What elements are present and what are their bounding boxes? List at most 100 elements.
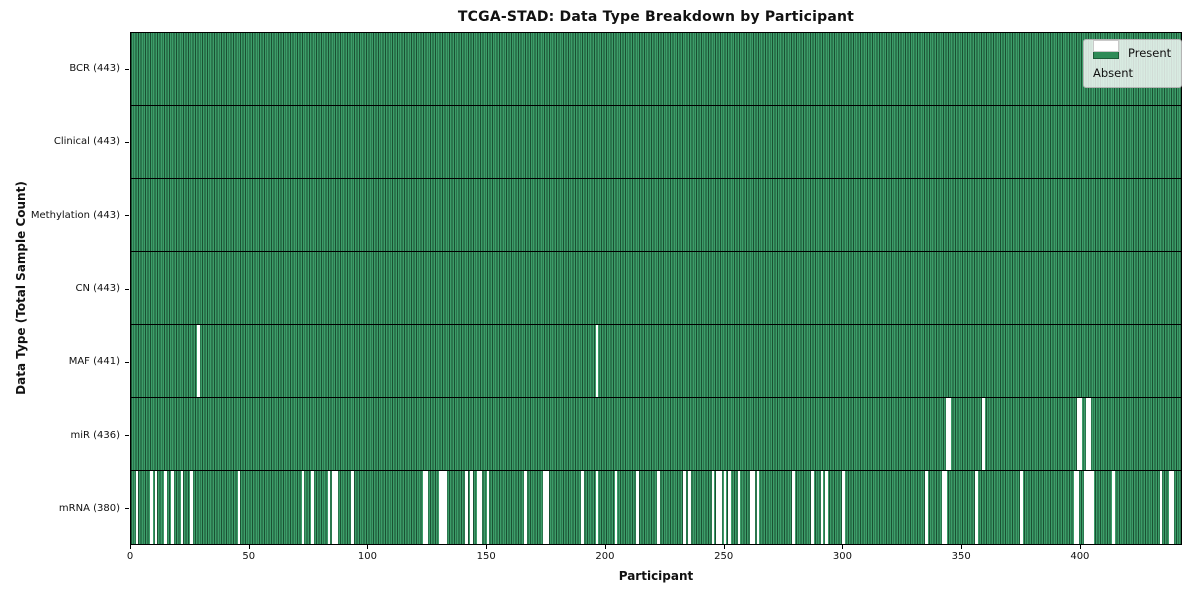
absent-marker bbox=[327, 471, 331, 544]
absent-marker bbox=[635, 471, 639, 544]
plot-area bbox=[130, 32, 1182, 545]
legend-present-label: Present bbox=[1128, 46, 1172, 60]
x-tick-label: 350 bbox=[951, 551, 971, 562]
absent-marker bbox=[465, 471, 468, 544]
heatmap-row-maf bbox=[131, 325, 1181, 398]
absent-marker bbox=[981, 398, 985, 470]
absent-marker bbox=[974, 471, 978, 544]
absent-marker bbox=[811, 471, 814, 544]
heatmap-row-methylation bbox=[131, 179, 1181, 252]
absent-marker bbox=[825, 471, 829, 544]
absent-marker bbox=[237, 471, 241, 544]
heatmap-row-mrna bbox=[131, 471, 1181, 544]
absent-marker bbox=[334, 471, 338, 544]
legend-absent-label: Absent bbox=[1093, 66, 1134, 80]
x-tick-mark bbox=[604, 545, 606, 549]
y-tick-label: CN (443) bbox=[75, 283, 120, 294]
absent-marker bbox=[842, 471, 845, 544]
absent-marker bbox=[1088, 398, 1092, 470]
absent-marker bbox=[197, 325, 201, 397]
absent-marker bbox=[614, 471, 618, 544]
absent-marker bbox=[149, 471, 153, 544]
y-tick-mark bbox=[125, 141, 129, 143]
absent-marker bbox=[545, 471, 549, 544]
y-tick-mark bbox=[125, 215, 129, 217]
absent-marker bbox=[716, 471, 720, 544]
absent-marker bbox=[171, 471, 174, 544]
y-tick-mark bbox=[125, 68, 129, 70]
absent-marker bbox=[1083, 471, 1087, 544]
absent-marker bbox=[683, 471, 686, 544]
absent-marker bbox=[439, 471, 442, 544]
heatmap-row-clinical bbox=[131, 106, 1181, 179]
absent-marker bbox=[441, 471, 445, 544]
absent-marker bbox=[792, 471, 795, 544]
absent-marker bbox=[424, 471, 428, 544]
absent-marker bbox=[190, 471, 193, 544]
absent-swatch-icon bbox=[1093, 40, 1119, 52]
x-tick-mark bbox=[723, 545, 725, 549]
absent-marker bbox=[728, 471, 731, 544]
heatmap-row-cn bbox=[131, 252, 1181, 325]
absent-marker bbox=[718, 471, 722, 544]
y-tick-mark bbox=[125, 435, 129, 437]
absent-marker bbox=[941, 471, 945, 544]
absent-marker bbox=[1019, 471, 1023, 544]
x-tick-label: 250 bbox=[714, 551, 734, 562]
legend: Present Absent bbox=[1083, 39, 1183, 88]
absent-marker bbox=[723, 471, 727, 544]
absent-marker bbox=[351, 471, 355, 544]
absent-marker bbox=[332, 471, 336, 544]
absent-marker bbox=[1076, 471, 1080, 544]
absent-marker bbox=[486, 471, 490, 544]
x-tick-mark bbox=[842, 545, 844, 549]
y-tick-label: BCR (443) bbox=[69, 63, 120, 75]
y-tick-mark bbox=[125, 508, 129, 510]
legend-item-absent: Absent bbox=[1093, 40, 1171, 80]
absent-marker bbox=[737, 471, 741, 544]
absent-marker bbox=[1076, 398, 1080, 470]
absent-marker bbox=[595, 325, 599, 397]
absent-marker bbox=[479, 471, 483, 544]
y-tick-label: mRNA (380) bbox=[58, 502, 120, 514]
absent-marker bbox=[751, 471, 755, 544]
absent-marker bbox=[756, 471, 760, 544]
x-tick-label: 100 bbox=[357, 551, 378, 562]
absent-marker bbox=[301, 471, 305, 544]
y-tick-label: Methylation (443) bbox=[30, 209, 120, 221]
absent-marker bbox=[948, 398, 952, 470]
x-tick-mark bbox=[486, 545, 488, 549]
absent-marker bbox=[1171, 471, 1175, 544]
absent-marker bbox=[1090, 471, 1094, 544]
absent-marker bbox=[711, 471, 715, 544]
absent-marker bbox=[581, 471, 585, 544]
absent-marker bbox=[469, 471, 473, 544]
absent-marker bbox=[749, 471, 753, 544]
absent-marker bbox=[820, 471, 824, 544]
absent-marker bbox=[164, 471, 167, 544]
absent-marker bbox=[1074, 471, 1078, 544]
absent-marker bbox=[1086, 471, 1089, 544]
absent-marker bbox=[543, 471, 547, 544]
x-axis-label: Participant bbox=[618, 569, 694, 583]
x-tick-label: 50 bbox=[242, 551, 256, 562]
y-tick-mark bbox=[125, 361, 129, 363]
absent-marker bbox=[925, 471, 928, 544]
absent-marker bbox=[943, 471, 947, 544]
absent-marker bbox=[477, 471, 480, 544]
x-tick-label: 200 bbox=[595, 551, 615, 562]
y-tick-label: MAF (441) bbox=[68, 356, 120, 368]
absent-marker bbox=[687, 471, 691, 544]
absent-marker bbox=[657, 471, 660, 544]
absent-marker bbox=[595, 471, 599, 544]
absent-marker bbox=[1079, 398, 1082, 470]
y-tick-label: Clinical (443) bbox=[53, 136, 120, 148]
chart-title: TCGA-STAD: Data Type Breakdown by Partic… bbox=[457, 9, 855, 25]
absent-marker bbox=[311, 471, 314, 544]
absent-marker bbox=[135, 471, 139, 544]
absent-marker bbox=[946, 398, 950, 470]
absent-marker bbox=[1159, 471, 1163, 544]
absent-marker bbox=[524, 471, 528, 544]
x-tick-label: 400 bbox=[1070, 551, 1090, 562]
absent-marker bbox=[1088, 471, 1092, 544]
